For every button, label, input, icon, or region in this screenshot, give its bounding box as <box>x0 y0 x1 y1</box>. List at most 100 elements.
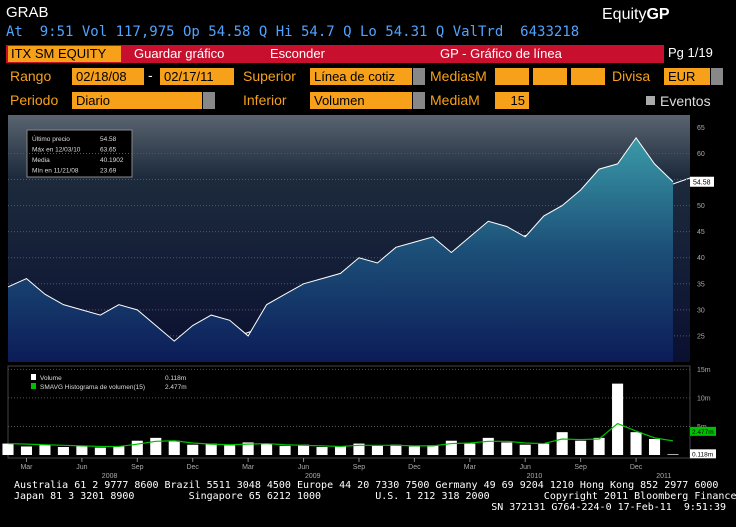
ma-input[interactable] <box>533 68 567 85</box>
volume-bar <box>224 445 236 455</box>
volume-bar <box>2 443 14 455</box>
volume-bar <box>76 445 88 455</box>
smavg-line <box>7 422 674 448</box>
ma-lower-label: MediaM <box>430 92 480 108</box>
volume-bar <box>445 440 457 455</box>
legend-value: 2.477m <box>165 384 187 391</box>
volume-bar <box>612 383 624 455</box>
volume-bar <box>538 443 550 455</box>
ma-lower-input[interactable]: 15 <box>495 92 529 109</box>
y-tick-label: 35 <box>697 281 705 288</box>
volume-bar <box>648 439 661 455</box>
currency-select[interactable]: EUR <box>664 68 710 85</box>
footer-line: Japan 81 3 3201 8900 Singapore 65 6212 1… <box>14 491 736 502</box>
price-axis-panel <box>690 115 720 362</box>
volume-bar <box>519 444 531 455</box>
range-label: Rango <box>10 68 52 84</box>
ticker: GRAB <box>6 4 49 21</box>
legend-label: SMAVG Histograma de volumen(15) <box>40 384 145 391</box>
dropdown-arrow[interactable] <box>413 92 425 109</box>
x-tick-label: Sep <box>131 464 144 471</box>
volume-bar <box>57 447 69 455</box>
year-label: 2010 <box>527 473 543 480</box>
y-tick-label: 30 <box>697 307 705 314</box>
start-input[interactable]: 02/18/08 <box>72 68 144 85</box>
x-tick-label: Dec <box>186 464 199 471</box>
legend-value: 0.118m <box>165 375 186 382</box>
volume-bar <box>501 442 513 455</box>
year-label: 2008 <box>102 473 118 480</box>
last-price-label: 54.58 <box>693 180 711 187</box>
volume-legend <box>27 370 192 392</box>
volume-bar <box>298 444 310 455</box>
toolbar-title: GP - Gráfico de línea <box>440 46 562 61</box>
period-select[interactable]: Diario <box>72 92 202 109</box>
x-tick-label: Dec <box>408 464 421 471</box>
year-label: 2009 <box>305 473 321 480</box>
volume-bar <box>131 440 143 455</box>
x-tick-label: Sep <box>353 464 366 471</box>
value-box <box>690 449 716 459</box>
legend-label: Media <box>32 157 50 164</box>
volume-bar <box>390 444 402 455</box>
volume-bar <box>408 446 420 455</box>
y-tick-label: 50 <box>697 203 705 210</box>
price-line <box>7 136 674 342</box>
events-checkbox[interactable] <box>646 96 655 105</box>
x-tick-label: Mar <box>464 464 477 471</box>
legend-label: Máx en 12/03/10 <box>32 147 81 154</box>
volume-bar <box>168 440 180 455</box>
volume-bar <box>187 444 199 455</box>
legend-value: 23.69 <box>100 168 117 175</box>
legend-value: 54.58 <box>100 136 117 143</box>
brand: EquityGP <box>602 6 670 24</box>
ma-input[interactable] <box>495 68 529 85</box>
volume-bar <box>94 447 106 455</box>
lower-select[interactable]: Volumen <box>310 92 412 109</box>
dropdown-arrow[interactable] <box>203 92 215 109</box>
volume-bar <box>261 443 273 455</box>
volume-bar <box>334 446 347 455</box>
legend-label: Mín en 11/21/08 <box>32 168 79 175</box>
y-tick-label: 10m <box>697 395 711 402</box>
x-tick-label: Jun <box>76 464 87 471</box>
volume-bar <box>482 437 494 455</box>
volume-bar <box>242 442 254 455</box>
legend-value: 63.65 <box>100 147 117 154</box>
y-tick-label: 65 <box>697 125 705 132</box>
hide-button[interactable]: Esconder <box>270 46 325 61</box>
dropdown-arrow[interactable] <box>413 68 425 85</box>
end-input[interactable]: 02/17/11 <box>160 68 234 85</box>
ma-input[interactable] <box>571 68 605 85</box>
footer-line: SN 372131 G764-224-0 17-Feb-11 9:51:39 <box>491 502 726 513</box>
lower-label: Inferior <box>243 92 287 108</box>
volume-bar <box>279 445 291 455</box>
x-tick-label: Mar <box>20 464 33 471</box>
x-tick-label: Jun <box>520 464 531 471</box>
year-label: 2011 <box>656 473 671 480</box>
quote-line: At 9:51 Vol 117,975 Op 54.58 Q Hi 54.7 Q… <box>6 24 580 40</box>
volume-bar <box>316 447 328 455</box>
legend-label: Último precio <box>32 134 70 143</box>
security-button[interactable]: ITX SM EQUITY <box>8 46 121 62</box>
save-button[interactable]: Guardar gráfico <box>134 46 225 61</box>
last-price-box <box>690 176 714 187</box>
toolbar <box>6 45 726 63</box>
events-label: Eventos <box>660 93 711 109</box>
page-indicator: Pg 1/19 <box>664 45 726 63</box>
dropdown-arrow[interactable] <box>711 68 723 85</box>
x-tick-label: Dec <box>630 464 643 471</box>
brand-bold: GP <box>646 6 670 23</box>
upper-label: Superior <box>243 68 296 84</box>
volume-bar <box>427 445 439 455</box>
y-tick-label: 25 <box>697 333 705 340</box>
x-tick-label: Jun <box>298 464 309 471</box>
volume-bar <box>113 446 125 455</box>
footer-line: Australia 61 2 9777 8600 Brazil 5511 304… <box>14 480 719 491</box>
value-box-label: 2.477m <box>692 429 714 436</box>
upper-select[interactable]: Línea de cotiz <box>310 68 412 85</box>
value-box-label: 0.118m <box>692 451 713 458</box>
volume-bar <box>630 432 642 455</box>
value-box <box>690 426 716 436</box>
